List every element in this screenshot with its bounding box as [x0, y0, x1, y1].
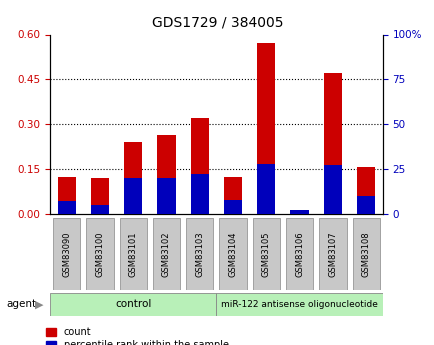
Text: GSM83090: GSM83090	[62, 231, 71, 277]
Text: GSM83104: GSM83104	[228, 231, 237, 277]
Text: GSM83100: GSM83100	[95, 231, 104, 277]
Bar	[190, 175, 208, 214]
Text: GSM83106: GSM83106	[294, 231, 303, 277]
Bar	[57, 201, 76, 214]
FancyBboxPatch shape	[86, 218, 113, 290]
Bar	[190, 118, 208, 214]
FancyBboxPatch shape	[216, 293, 382, 316]
FancyBboxPatch shape	[53, 218, 80, 290]
Text: control: control	[115, 299, 151, 309]
Text: GSM83108: GSM83108	[361, 231, 370, 277]
Text: ▶: ▶	[35, 299, 43, 309]
FancyBboxPatch shape	[285, 218, 312, 290]
FancyBboxPatch shape	[152, 218, 180, 290]
FancyBboxPatch shape	[50, 293, 216, 316]
FancyBboxPatch shape	[219, 218, 246, 290]
Bar	[91, 205, 109, 214]
Bar	[224, 177, 242, 214]
Text: miR-122 antisense oligonucleotide: miR-122 antisense oligonucleotide	[220, 300, 377, 309]
Bar	[290, 211, 308, 214]
Bar	[157, 178, 175, 214]
Text: GSM83102: GSM83102	[161, 231, 171, 277]
Bar	[124, 142, 142, 214]
Bar	[224, 199, 242, 214]
Text: GSM83105: GSM83105	[261, 231, 270, 277]
Bar	[323, 166, 341, 214]
Bar	[356, 196, 375, 214]
FancyBboxPatch shape	[352, 218, 379, 290]
Bar	[91, 178, 109, 214]
Text: GDS1729 / 384005: GDS1729 / 384005	[151, 16, 283, 29]
FancyBboxPatch shape	[252, 218, 279, 290]
FancyBboxPatch shape	[186, 218, 213, 290]
Text: agent: agent	[7, 299, 36, 309]
Bar	[356, 167, 375, 214]
Bar	[323, 73, 341, 214]
Bar	[57, 177, 76, 214]
Bar	[256, 43, 275, 214]
Text: GSM83101: GSM83101	[128, 231, 138, 277]
FancyBboxPatch shape	[119, 218, 147, 290]
Text: GSM83103: GSM83103	[195, 231, 204, 277]
Text: GSM83107: GSM83107	[328, 231, 337, 277]
Legend: count, percentile rank within the sample: count, percentile rank within the sample	[46, 327, 228, 345]
Bar	[256, 164, 275, 214]
Bar	[157, 135, 175, 214]
FancyBboxPatch shape	[319, 218, 346, 290]
Bar	[124, 178, 142, 214]
Bar	[290, 210, 308, 214]
